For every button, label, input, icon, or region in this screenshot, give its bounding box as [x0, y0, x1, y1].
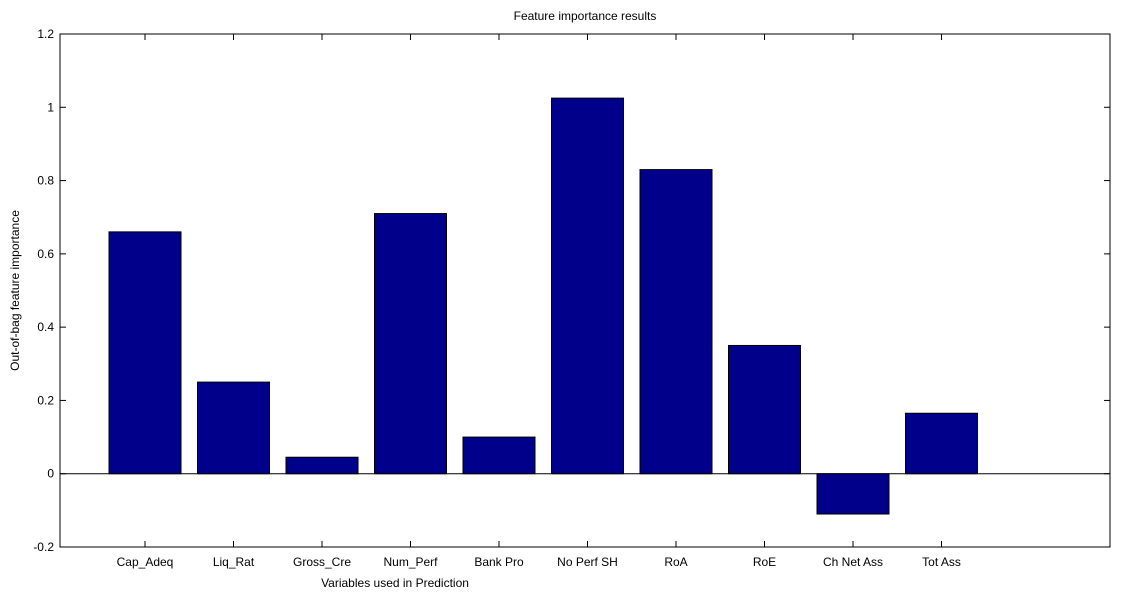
x-tick-label: Tot Ass: [922, 555, 961, 569]
x-tick-label: RoE: [753, 555, 776, 569]
y-tick-label: 0.8: [37, 174, 54, 188]
x-tick-label: RoA: [664, 555, 687, 569]
bar: [905, 412, 978, 475]
bar: [197, 381, 270, 475]
x-tick-label: Bank Pro: [474, 555, 524, 569]
x-axis-ticks: Cap_Adeq Liq_Rat Gross_Cre Num_Perf Bank Pro…: [117, 34, 961, 569]
x-tick-label: Ch Net Ass: [823, 555, 883, 569]
plot-border: [59, 33, 1111, 548]
bar: [816, 473, 890, 515]
y-tick-label: 0.2: [37, 393, 54, 407]
bar: [374, 213, 447, 475]
plot-frame: [59, 33, 1111, 548]
x-tick-label: No Perf SH: [557, 555, 618, 569]
x-tick-label: Cap_Adeq: [117, 555, 174, 569]
y-tick-label: 1: [47, 100, 54, 114]
x-tick-label: Liq_Rat: [213, 555, 255, 569]
bar: [285, 456, 359, 475]
bar: [639, 169, 713, 475]
x-tick-label: Num_Perf: [383, 555, 438, 569]
bar: [551, 97, 624, 475]
y-tick-label: 1.2: [37, 27, 54, 41]
x-axis-label: Variables used in Prediction: [321, 576, 469, 590]
y-tick-label: 0: [47, 467, 54, 481]
bars-group: [108, 97, 978, 515]
y-tick-label: 0.4: [37, 320, 54, 334]
y-axis-label: Out-of-bag feature importance: [8, 210, 22, 371]
y-tick-label: 0.6: [37, 247, 54, 261]
y-axis-ticks: -0.2 0 0.2 0.4 0.6 0.8 1 1.2: [33, 27, 1110, 554]
bar: [462, 436, 536, 475]
y-tick-label: -0.2: [33, 540, 54, 554]
x-tick-label: Gross_Cre: [293, 555, 351, 569]
bar: [108, 231, 182, 475]
chart-title: Feature importance results: [514, 9, 657, 23]
bar: [728, 344, 801, 475]
